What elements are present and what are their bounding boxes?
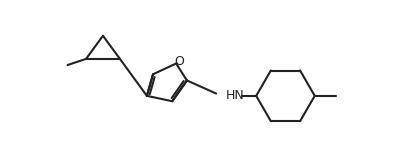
Text: O: O xyxy=(174,55,184,68)
Text: HN: HN xyxy=(226,89,245,102)
